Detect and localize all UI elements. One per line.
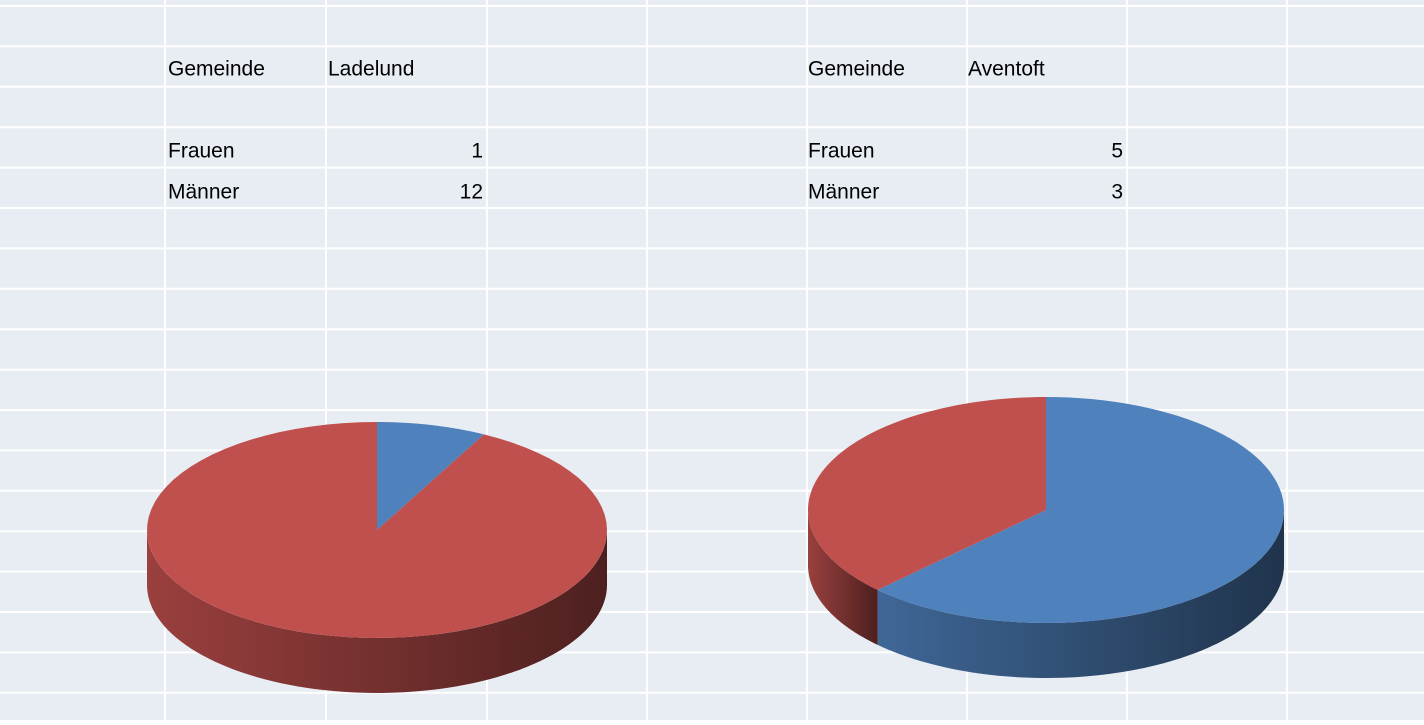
pie-side bbox=[808, 510, 878, 645]
pie-slice bbox=[877, 397, 1284, 623]
table-header-label: Gemeinde bbox=[808, 58, 905, 81]
pie-slice bbox=[808, 397, 1046, 590]
row-label: Männer bbox=[168, 181, 239, 204]
table-header-name: Ladelund bbox=[328, 58, 414, 81]
table-header-label: Gemeinde bbox=[168, 58, 265, 81]
row-value: 3 bbox=[1111, 181, 1123, 204]
row-value: 1 bbox=[471, 140, 483, 163]
row-label: Frauen bbox=[168, 140, 235, 163]
pie-chart bbox=[808, 397, 1284, 678]
table-header-name: Aventoft bbox=[968, 58, 1045, 81]
pie-side bbox=[147, 530, 607, 693]
pie-slice bbox=[147, 422, 608, 638]
row-value: 5 bbox=[1111, 140, 1123, 163]
pie-slice bbox=[377, 422, 484, 530]
row-label: Frauen bbox=[808, 140, 875, 163]
pie-side bbox=[877, 510, 1284, 678]
row-value: 12 bbox=[460, 181, 483, 204]
row-label: Männer bbox=[808, 181, 879, 204]
pie-chart bbox=[147, 422, 608, 693]
